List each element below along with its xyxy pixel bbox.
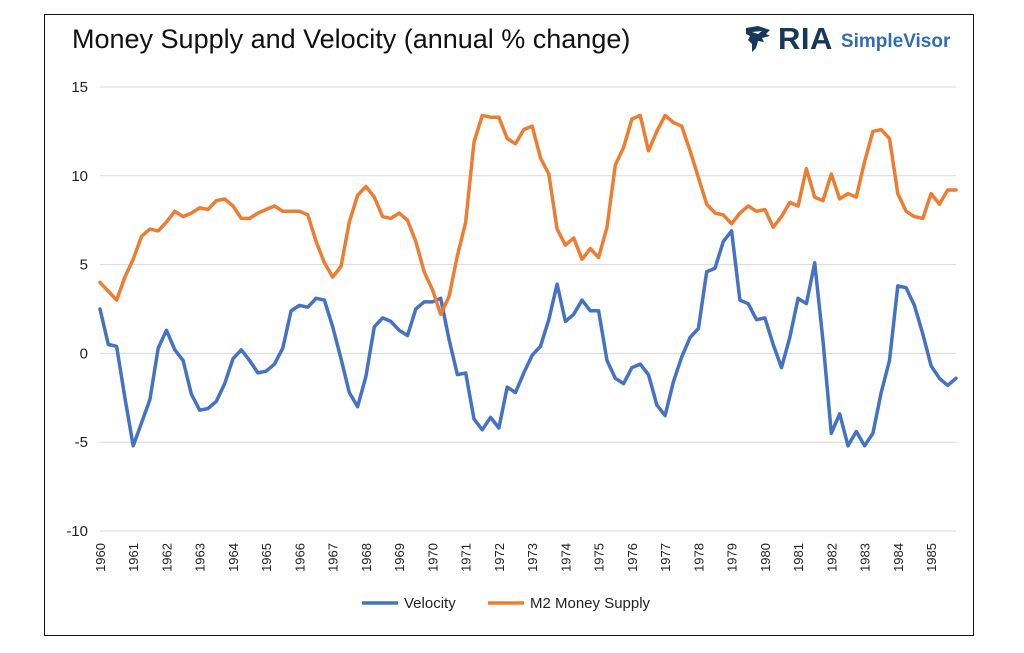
x-tick-label: 1973 xyxy=(525,543,540,572)
x-tick-label: 1984 xyxy=(891,543,906,572)
x-tick-label: 1969 xyxy=(392,543,407,572)
x-tick-label: 1967 xyxy=(326,543,341,572)
y-axis-ticks: 15 10 5 0 -5 -10 xyxy=(66,79,88,540)
series-lines xyxy=(98,113,958,448)
chart-frame xyxy=(44,14,974,636)
x-tick-label: 1985 xyxy=(924,543,939,572)
eagle-icon xyxy=(746,26,770,52)
x-tick-label: 1961 xyxy=(126,543,141,572)
y-tick-label: 0 xyxy=(80,345,88,362)
x-tick-label: 1982 xyxy=(824,543,839,572)
legend-label: M2 Money Supply xyxy=(530,595,651,612)
x-tick-label: 1965 xyxy=(259,543,274,572)
x-tick-label: 1970 xyxy=(425,543,440,572)
x-axis-ticks: 1960 1961 1962 1963 1964 1965 1966 1967 1968 1969… xyxy=(93,543,939,572)
series-line-velocity xyxy=(98,229,958,448)
x-tick-label: 1983 xyxy=(858,543,873,572)
y-tick-label: 5 xyxy=(80,257,88,274)
x-tick-label: 1968 xyxy=(359,543,374,572)
chart-title: Money Supply and Velocity (annual % chan… xyxy=(72,24,631,54)
x-tick-label: 1978 xyxy=(691,543,706,572)
logo-product-text: SimpleVisor xyxy=(840,30,951,52)
x-tick-label: 1977 xyxy=(658,543,673,572)
series-line-m2-money-supply xyxy=(98,113,958,317)
x-tick-label: 1975 xyxy=(592,543,607,572)
legend-label: Velocity xyxy=(404,595,456,612)
x-tick-label: 1971 xyxy=(459,543,474,572)
x-tick-label: 1972 xyxy=(492,543,507,572)
y-tick-label: -10 xyxy=(66,523,88,540)
gridlines xyxy=(100,86,956,532)
brand-logo: RIA SimpleVisor xyxy=(744,21,951,56)
x-tick-label: 1974 xyxy=(558,543,573,572)
x-tick-label: 1981 xyxy=(791,543,806,572)
x-tick-label: 1963 xyxy=(193,543,208,572)
y-tick-label: -5 xyxy=(75,434,88,451)
x-tick-label: 1980 xyxy=(758,543,773,572)
x-tick-label: 1966 xyxy=(292,543,307,572)
y-tick-label: 10 xyxy=(71,168,88,185)
x-tick-label: 1960 xyxy=(93,543,108,572)
x-tick-label: 1962 xyxy=(159,543,174,572)
legend: Velocity M2 Money Supply xyxy=(362,595,651,612)
x-tick-label: 1964 xyxy=(226,543,241,572)
logo-brand-text: RIA xyxy=(778,21,833,56)
x-tick-label: 1979 xyxy=(725,543,740,572)
x-tick-label: 1976 xyxy=(625,543,640,572)
y-tick-label: 15 xyxy=(71,79,88,96)
